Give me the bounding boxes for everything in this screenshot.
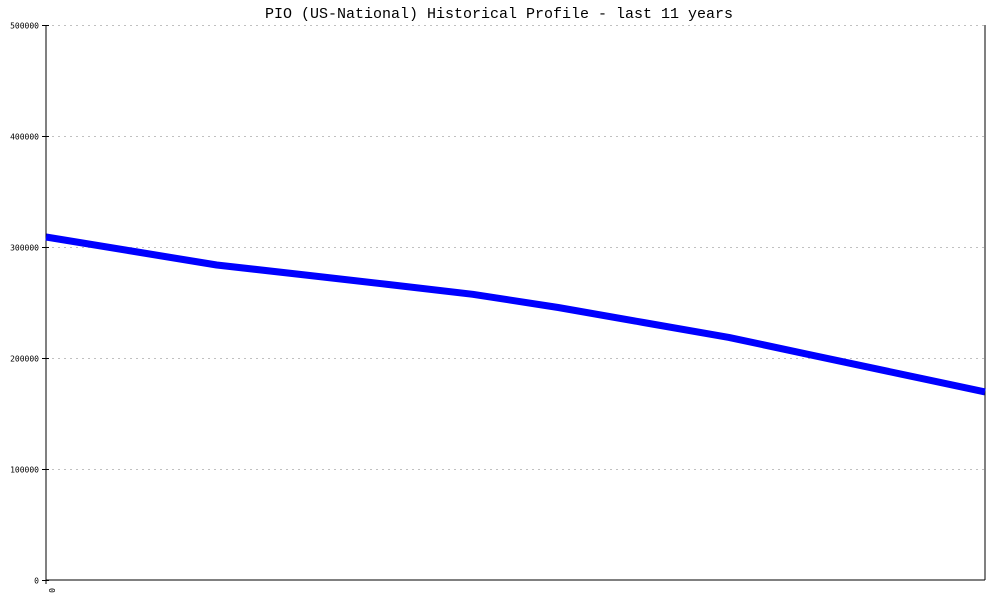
series-line (45, 233, 986, 396)
x-tick-label: 0 (47, 588, 56, 593)
x-axis-ticks: 0 (45, 580, 56, 593)
series-group (45, 233, 986, 396)
y-axis-ticks: 0 100000 200000 300000 400000 500000 (10, 22, 49, 586)
y-tick-label: 300000 (10, 244, 39, 253)
y-tick-label: 0 (34, 577, 39, 586)
chart-title: PIO (US-National) Historical Profile - l… (265, 6, 733, 23)
y-tick-label: 200000 (10, 355, 39, 364)
y-tick-label: 400000 (10, 133, 39, 142)
y-tick-label: 500000 (10, 22, 39, 31)
grid-lines (46, 25, 985, 470)
y-tick-label: 100000 (10, 466, 39, 475)
